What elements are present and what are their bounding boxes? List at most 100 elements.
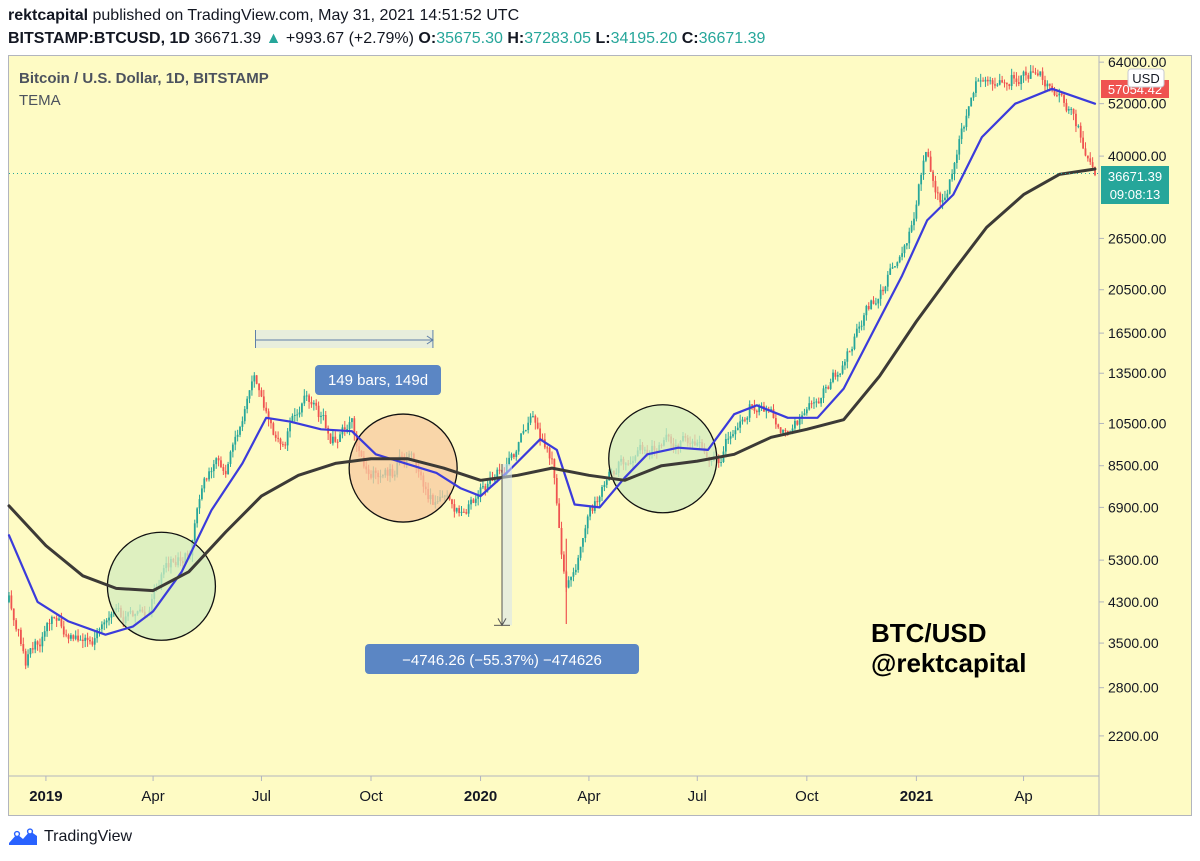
price-tick-label: 20500.00 <box>1108 282 1167 298</box>
candle-body <box>520 433 522 443</box>
candle-body <box>998 80 1001 85</box>
candle-body <box>936 192 939 194</box>
candle-body <box>81 639 84 642</box>
candle-body <box>50 616 53 624</box>
currency-badge[interactable]: USD <box>1132 71 1159 86</box>
candle-body <box>855 328 858 337</box>
candle-body <box>555 477 558 504</box>
candle-body <box>601 487 603 497</box>
candle-body <box>813 402 815 404</box>
candle-body <box>558 503 561 528</box>
candle-body <box>920 174 923 185</box>
time-axis[interactable]: 2019 Apr Jul Oct 2020 Apr Jul Oct 2021 Ap <box>29 776 1033 805</box>
candle-body <box>453 504 456 512</box>
candle-body <box>1077 125 1080 127</box>
candle-body <box>817 401 820 404</box>
candle-body <box>546 447 549 449</box>
candle-body <box>267 411 270 420</box>
candle-body <box>910 225 913 232</box>
candle-body <box>482 486 484 488</box>
candle-body <box>774 418 777 425</box>
footer[interactable]: TradingView <box>8 825 132 849</box>
candle-body <box>465 512 468 514</box>
price-tick-label: 16500.00 <box>1108 325 1167 341</box>
candle-body <box>255 375 258 384</box>
candle-body <box>448 495 451 500</box>
candle-body <box>34 641 37 650</box>
candle-body <box>248 390 251 399</box>
candle-body <box>1001 80 1004 83</box>
candle-body <box>929 156 932 172</box>
candle-body <box>865 305 868 316</box>
candle-body <box>496 469 499 478</box>
high-label: H: <box>507 30 525 47</box>
candle-body <box>296 414 299 416</box>
candle-body <box>967 106 970 116</box>
candle-body <box>541 438 544 440</box>
candle-body <box>79 639 82 641</box>
candle-body <box>96 630 99 639</box>
author[interactable]: rektcapital <box>8 7 89 24</box>
candle-body <box>1017 82 1020 85</box>
candle-body <box>836 375 839 377</box>
candle-body <box>65 634 68 636</box>
open-value: 35675.30 <box>436 30 503 47</box>
candle-body <box>86 637 89 640</box>
low-value: 34195.20 <box>610 30 678 47</box>
candle-body <box>515 451 518 458</box>
candle-body <box>1025 71 1027 76</box>
open-label: O: <box>418 30 437 47</box>
candle-body <box>246 398 249 410</box>
candle-body <box>955 154 958 163</box>
candle-body <box>93 638 96 645</box>
candle-body <box>329 433 332 444</box>
candle-body <box>782 429 784 433</box>
candle-body <box>794 420 796 429</box>
candle-body <box>979 80 982 82</box>
candle-body <box>810 403 813 405</box>
candle-body <box>844 361 846 366</box>
candle-body <box>758 406 761 413</box>
candle-body <box>577 557 580 570</box>
candle-body <box>872 300 875 304</box>
date-range-box[interactable] <box>255 330 433 348</box>
candle-body <box>1067 109 1070 111</box>
candle-body <box>70 635 72 639</box>
price-tick-label: 2800.00 <box>1108 680 1159 696</box>
candle-body <box>281 444 284 446</box>
candle-body <box>239 426 241 435</box>
price-range-box[interactable] <box>502 464 512 626</box>
watermark-pair: BTC/USD <box>871 618 987 648</box>
chart-legend-indicator[interactable]: TEMA <box>19 92 61 109</box>
candle-body <box>291 415 294 423</box>
candle-body <box>934 180 937 193</box>
price-axis[interactable]: 64000.00 52000.00 40000.00 26500.00 20500.00… <box>1099 54 1167 744</box>
candle-body <box>598 496 601 503</box>
candle-body <box>739 421 742 428</box>
currency-badge-bg[interactable] <box>1127 68 1165 88</box>
candle-body <box>339 434 341 442</box>
candle-body <box>765 409 768 412</box>
time-tick-label: Apr <box>141 788 164 805</box>
candle-body <box>293 414 296 416</box>
candle-body <box>579 546 582 558</box>
candle-body <box>972 92 975 98</box>
tradingview-logo-icon <box>9 828 37 845</box>
drawdown-label-bg <box>365 644 639 674</box>
chart-legend-title[interactable]: Bitcoin / U.S. Dollar, 1D, BITSTAMP <box>19 70 269 87</box>
candle-body <box>824 387 827 389</box>
candle-body <box>796 420 799 425</box>
highlight-circles <box>106 404 718 641</box>
chart-frame[interactable] <box>8 55 1192 816</box>
candle-body <box>986 79 989 82</box>
candle-body <box>977 80 980 82</box>
candle-body <box>905 243 908 246</box>
candle-body <box>43 631 46 637</box>
candle-body <box>744 419 746 421</box>
publish-info: published on TradingView.com, May 31, 20… <box>92 7 520 24</box>
measurements: 149 bars, 149d −4746.26 (−55.37%) −47462… <box>254 330 639 674</box>
candle-body <box>808 403 811 410</box>
candle-body <box>567 580 570 588</box>
tradingview-brand[interactable]: TradingView <box>44 828 133 845</box>
